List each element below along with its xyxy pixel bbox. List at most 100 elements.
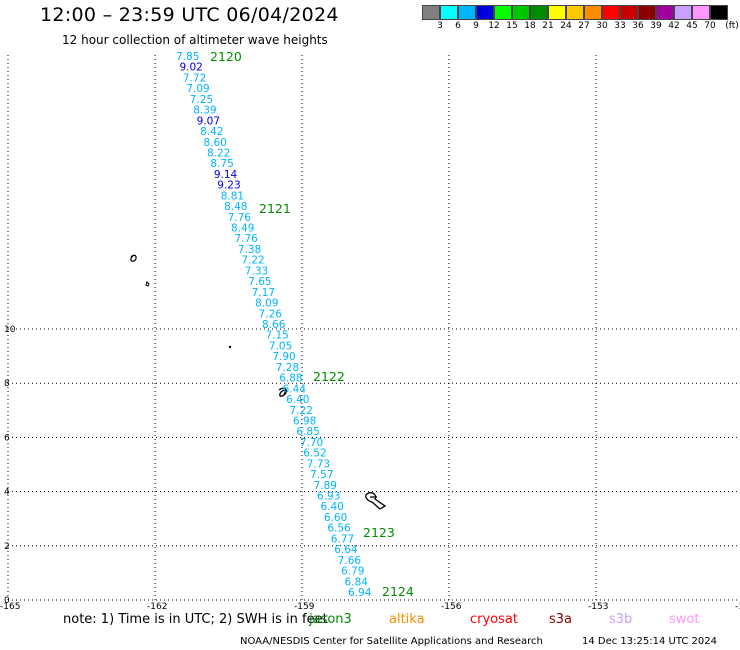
island-outline [365, 492, 387, 510]
x-tick-label: -150 [735, 602, 740, 610]
legend-swatch-9 [584, 5, 602, 20]
wave-height-value: 6.77 [331, 533, 354, 545]
wave-height-value: 6.88 [279, 373, 302, 385]
wave-height-value: 7.76 [234, 233, 258, 245]
wave-height-value: 8.09 [255, 298, 278, 310]
x-tick-label: -162 [147, 602, 167, 610]
track-time-label: 2122 [313, 369, 345, 384]
wave-height-value: 6.60 [324, 512, 347, 524]
track-time-label: 2121 [259, 201, 291, 216]
legend-swatch-14 [674, 5, 692, 20]
legend-label: 36 [632, 21, 644, 31]
legend-swatch-8 [566, 5, 584, 20]
legend-label: 21 [542, 21, 554, 31]
satellite-label-s3b: s3b [609, 612, 633, 627]
footer-note: note: 1) Time is in UTC; 2) SWH is in fe… [63, 612, 328, 627]
wave-height-value: 7.26 [259, 308, 283, 320]
wave-height-value: 7.66 [338, 555, 362, 567]
wave-height-value: 7.15 [265, 330, 288, 342]
map-subtitle: 12 hour collection of altimeter wave hei… [62, 33, 328, 47]
wave-height-value: 7.85 [176, 51, 199, 63]
wave-height-value: 7.09 [186, 83, 209, 95]
legend-swatch-16 [710, 5, 728, 20]
legend-swatch-10 [602, 5, 620, 20]
wave-height-value: 8.49 [231, 223, 254, 235]
credit-text: NOAA/NESDIS Center for Satellite Applica… [240, 636, 543, 647]
legend-swatch-13 [656, 5, 674, 20]
wave-height-value: 7.72 [183, 72, 206, 84]
legend-swatch-1 [440, 5, 458, 20]
wave-height-value: 7.05 [269, 340, 292, 352]
wave-height-value: 6.40 [286, 394, 309, 406]
wave-height-value: 9.02 [179, 62, 202, 74]
wave-height-value: 6.94 [348, 587, 372, 599]
legend-label: 3 [437, 21, 443, 31]
y-tick-label: 0 [4, 596, 10, 606]
wave-height-value: 6.64 [334, 544, 358, 556]
legend-label: 24 [560, 21, 572, 31]
legend-label: 6 [455, 21, 461, 31]
legend-swatch-2 [458, 5, 476, 20]
wave-height-value: 6.85 [296, 426, 319, 438]
wave-height-value: 7.22 [290, 405, 313, 417]
legend-swatch-0 [422, 5, 440, 20]
legend-label: 42 [668, 21, 680, 31]
legend-label: 12 [488, 21, 500, 31]
wave-height-value: 8.22 [207, 147, 230, 159]
wave-height-value: 7.17 [252, 287, 275, 299]
y-tick-label: 2 [4, 542, 10, 552]
y-tick-label: 10 [4, 325, 16, 335]
legend-label: 30 [596, 21, 608, 31]
legend-swatch-12 [638, 5, 656, 20]
legend-swatch-5 [512, 5, 530, 20]
satellite-label-altika: altika [389, 612, 425, 627]
y-tick-label: 8 [4, 379, 10, 389]
satellite-label-s3a: s3a [549, 612, 573, 627]
wave-height-value: 6.44 [283, 383, 307, 395]
wave-height-value: 7.28 [276, 362, 299, 374]
legend-swatch-3 [476, 5, 494, 20]
wave-height-value: 8.66 [262, 319, 286, 331]
wave-height-value: 6.40 [320, 501, 343, 513]
y-tick-label: 6 [4, 433, 10, 443]
wave-height-value: 8.81 [221, 190, 244, 202]
wave-height-value: 8.60 [204, 137, 227, 149]
wave-height-value: 6.52 [303, 448, 326, 460]
wave-height-value: 8.39 [193, 105, 216, 117]
track-time-label: 2124 [382, 584, 414, 599]
wave-height-value: 6.93 [317, 491, 340, 503]
legend-swatch-15 [692, 5, 710, 20]
wave-height-value: 8.42 [200, 126, 223, 138]
wave-height-value: 7.38 [238, 244, 261, 256]
island-outline [130, 254, 137, 262]
track-time-label: 2123 [363, 525, 395, 540]
wave-height-value: 7.25 [190, 94, 213, 106]
legend-swatch-7 [548, 5, 566, 20]
legend-label: 18 [524, 21, 536, 31]
island-outline [278, 387, 288, 397]
satellite-label-swot: swot [669, 612, 700, 627]
wave-height-value: 7.33 [245, 265, 268, 277]
satellite-label-jason3: jason3 [309, 612, 352, 627]
wave-height-value: 8.75 [210, 158, 233, 170]
satellite-label-cryosat: cryosat [470, 612, 518, 627]
wave-height-value: 7.57 [310, 469, 333, 481]
legend-label: (ft) [725, 21, 739, 31]
wave-height-value: 9.14 [214, 169, 238, 181]
legend-label: 45 [686, 21, 698, 31]
x-tick-label: -159 [294, 602, 315, 610]
island-outline [228, 345, 232, 349]
x-tick-label: -165 [0, 602, 20, 610]
wave-height-value: 7.65 [248, 276, 271, 288]
wave-height-map: -165-162-159-156-153-15002468107.859.027… [0, 49, 740, 610]
legend-label: 33 [614, 21, 626, 31]
legend-label: 9 [473, 21, 479, 31]
legend-label: 15 [506, 21, 518, 31]
wave-height-value: 7.73 [307, 458, 330, 470]
track-time-label: 2120 [210, 49, 242, 64]
wave-height-value: 6.98 [293, 415, 316, 427]
color-legend [422, 5, 728, 20]
legend-swatch-4 [494, 5, 512, 20]
x-tick-label: -153 [588, 602, 608, 610]
wave-height-value: 8.48 [224, 201, 247, 213]
